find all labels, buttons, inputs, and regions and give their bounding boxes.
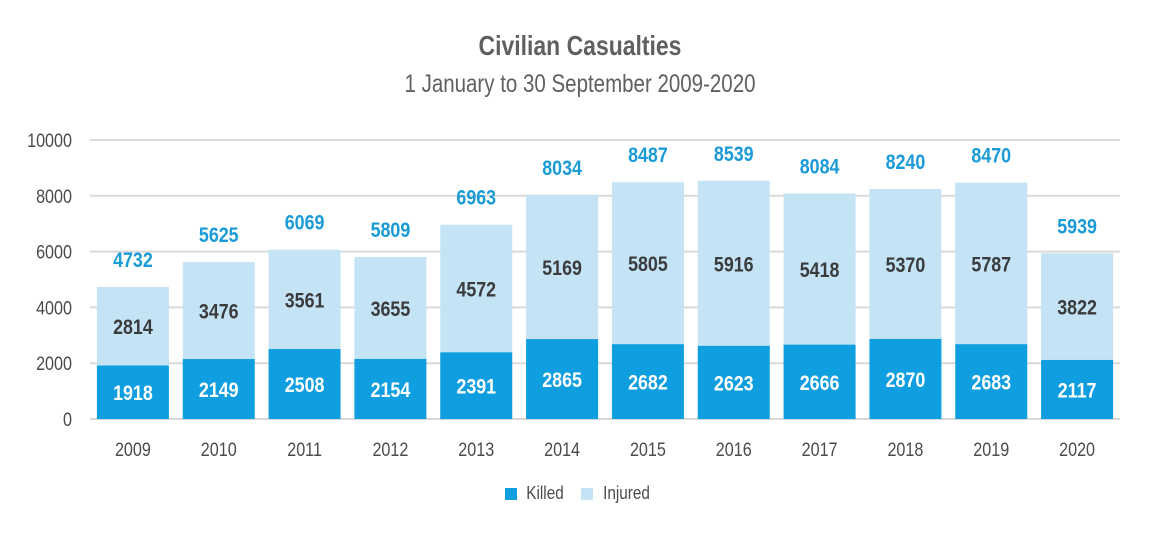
- legend-swatch-killed: [505, 487, 518, 500]
- y-tick-label: 4000: [36, 297, 72, 319]
- x-tick-label: 2016: [716, 439, 752, 461]
- bar-killed: [869, 338, 942, 419]
- data-label-killed: 2391: [456, 375, 496, 399]
- data-label-injured: 3476: [199, 300, 239, 324]
- data-label-injured: 5169: [542, 257, 582, 281]
- data-label-injured: 3822: [1057, 296, 1097, 320]
- bar-injured: [783, 193, 856, 345]
- bar-injured: [354, 256, 427, 359]
- y-tick-label: 10000: [27, 130, 72, 152]
- data-label-killed: 2117: [1058, 379, 1097, 403]
- bar-killed: [268, 349, 341, 419]
- bar-injured: [697, 180, 770, 346]
- legend-item-injured: Injured: [581, 483, 654, 504]
- data-label-killed: 2508: [285, 374, 325, 398]
- data-label-injured: 3655: [371, 298, 411, 322]
- data-label-injured: 4572: [456, 278, 496, 302]
- data-label-killed: 2149: [199, 379, 239, 403]
- data-label-injured: 5787: [971, 253, 1011, 277]
- bar-injured: [869, 189, 942, 339]
- x-tick-label: 2017: [802, 439, 838, 461]
- y-tick-label: 0: [63, 409, 72, 431]
- bar-killed: [182, 359, 255, 419]
- y-tick-label: 8000: [36, 186, 72, 208]
- data-label-total: 5939: [1057, 215, 1097, 239]
- bar-injured: [1041, 253, 1114, 360]
- x-tick-label: 2012: [372, 439, 408, 461]
- chart-subtitle: 1 January to 30 September 2009-2020: [404, 70, 756, 98]
- data-label-total: 8084: [800, 155, 840, 179]
- data-label-killed: 2865: [542, 369, 582, 393]
- bar-injured: [96, 286, 169, 366]
- legend-label-injured: Injured: [603, 483, 651, 503]
- bar-killed: [783, 344, 856, 419]
- data-label-total: 8539: [714, 142, 754, 166]
- data-label-injured: 3561: [285, 289, 325, 313]
- data-label-injured: 5916: [714, 253, 754, 277]
- data-label-injured: 5370: [886, 254, 926, 278]
- legend-swatch-injured: [581, 487, 594, 500]
- data-label-killed: 2623: [714, 372, 754, 396]
- data-label-total: 8470: [971, 144, 1011, 168]
- chart-title: Civilian Casualties: [478, 30, 682, 61]
- data-label-total: 8487: [628, 144, 668, 168]
- data-label-total: 5625: [199, 224, 239, 248]
- bar-injured: [268, 249, 341, 350]
- data-label-total: 6069: [285, 211, 325, 235]
- bar-killed: [1041, 359, 1114, 419]
- data-label-total: 8034: [542, 157, 582, 181]
- bar-killed: [526, 339, 599, 419]
- data-label-killed: 2682: [628, 371, 668, 395]
- bar-injured: [611, 182, 684, 345]
- legend-item-killed: Killed: [505, 483, 567, 504]
- data-label-injured: 2814: [113, 316, 153, 340]
- bar-injured: [182, 262, 255, 360]
- x-tick-label: 2020: [1059, 439, 1095, 461]
- data-label-total: 8240: [886, 151, 926, 175]
- data-label-killed: 2666: [800, 371, 840, 395]
- x-tick-label: 2019: [973, 439, 1009, 461]
- x-tick-label: 2010: [201, 439, 237, 461]
- x-tick-label: 2009: [115, 439, 151, 461]
- bar-killed: [440, 352, 513, 419]
- bar-injured: [955, 182, 1028, 345]
- bar-killed: [611, 344, 684, 419]
- legend: Killed Injured: [0, 483, 1160, 504]
- bar-killed: [96, 365, 169, 419]
- y-tick-label: 6000: [36, 241, 72, 263]
- bar-killed: [697, 345, 770, 419]
- bar-killed: [354, 358, 427, 419]
- data-label-killed: 2683: [971, 371, 1011, 395]
- data-label-killed: 1918: [113, 382, 153, 406]
- x-tick-label: 2018: [887, 439, 923, 461]
- x-tick-label: 2013: [458, 439, 494, 461]
- legend-label-killed: Killed: [526, 483, 565, 503]
- data-label-total: 4732: [113, 249, 153, 273]
- data-label-killed: 2154: [371, 379, 411, 403]
- y-tick-label: 2000: [36, 353, 72, 375]
- data-label-total: 5809: [371, 219, 411, 243]
- x-tick-label: 2011: [287, 439, 322, 461]
- data-label-killed: 2870: [886, 369, 926, 393]
- bar-injured: [526, 194, 599, 340]
- x-tick-label: 2015: [630, 439, 666, 461]
- x-tick-label: 2014: [544, 439, 580, 461]
- bar-killed: [955, 344, 1028, 419]
- bar-injured: [440, 224, 513, 353]
- data-label-total: 6963: [456, 186, 496, 210]
- data-label-injured: 5805: [628, 253, 668, 277]
- data-label-injured: 5418: [800, 259, 840, 283]
